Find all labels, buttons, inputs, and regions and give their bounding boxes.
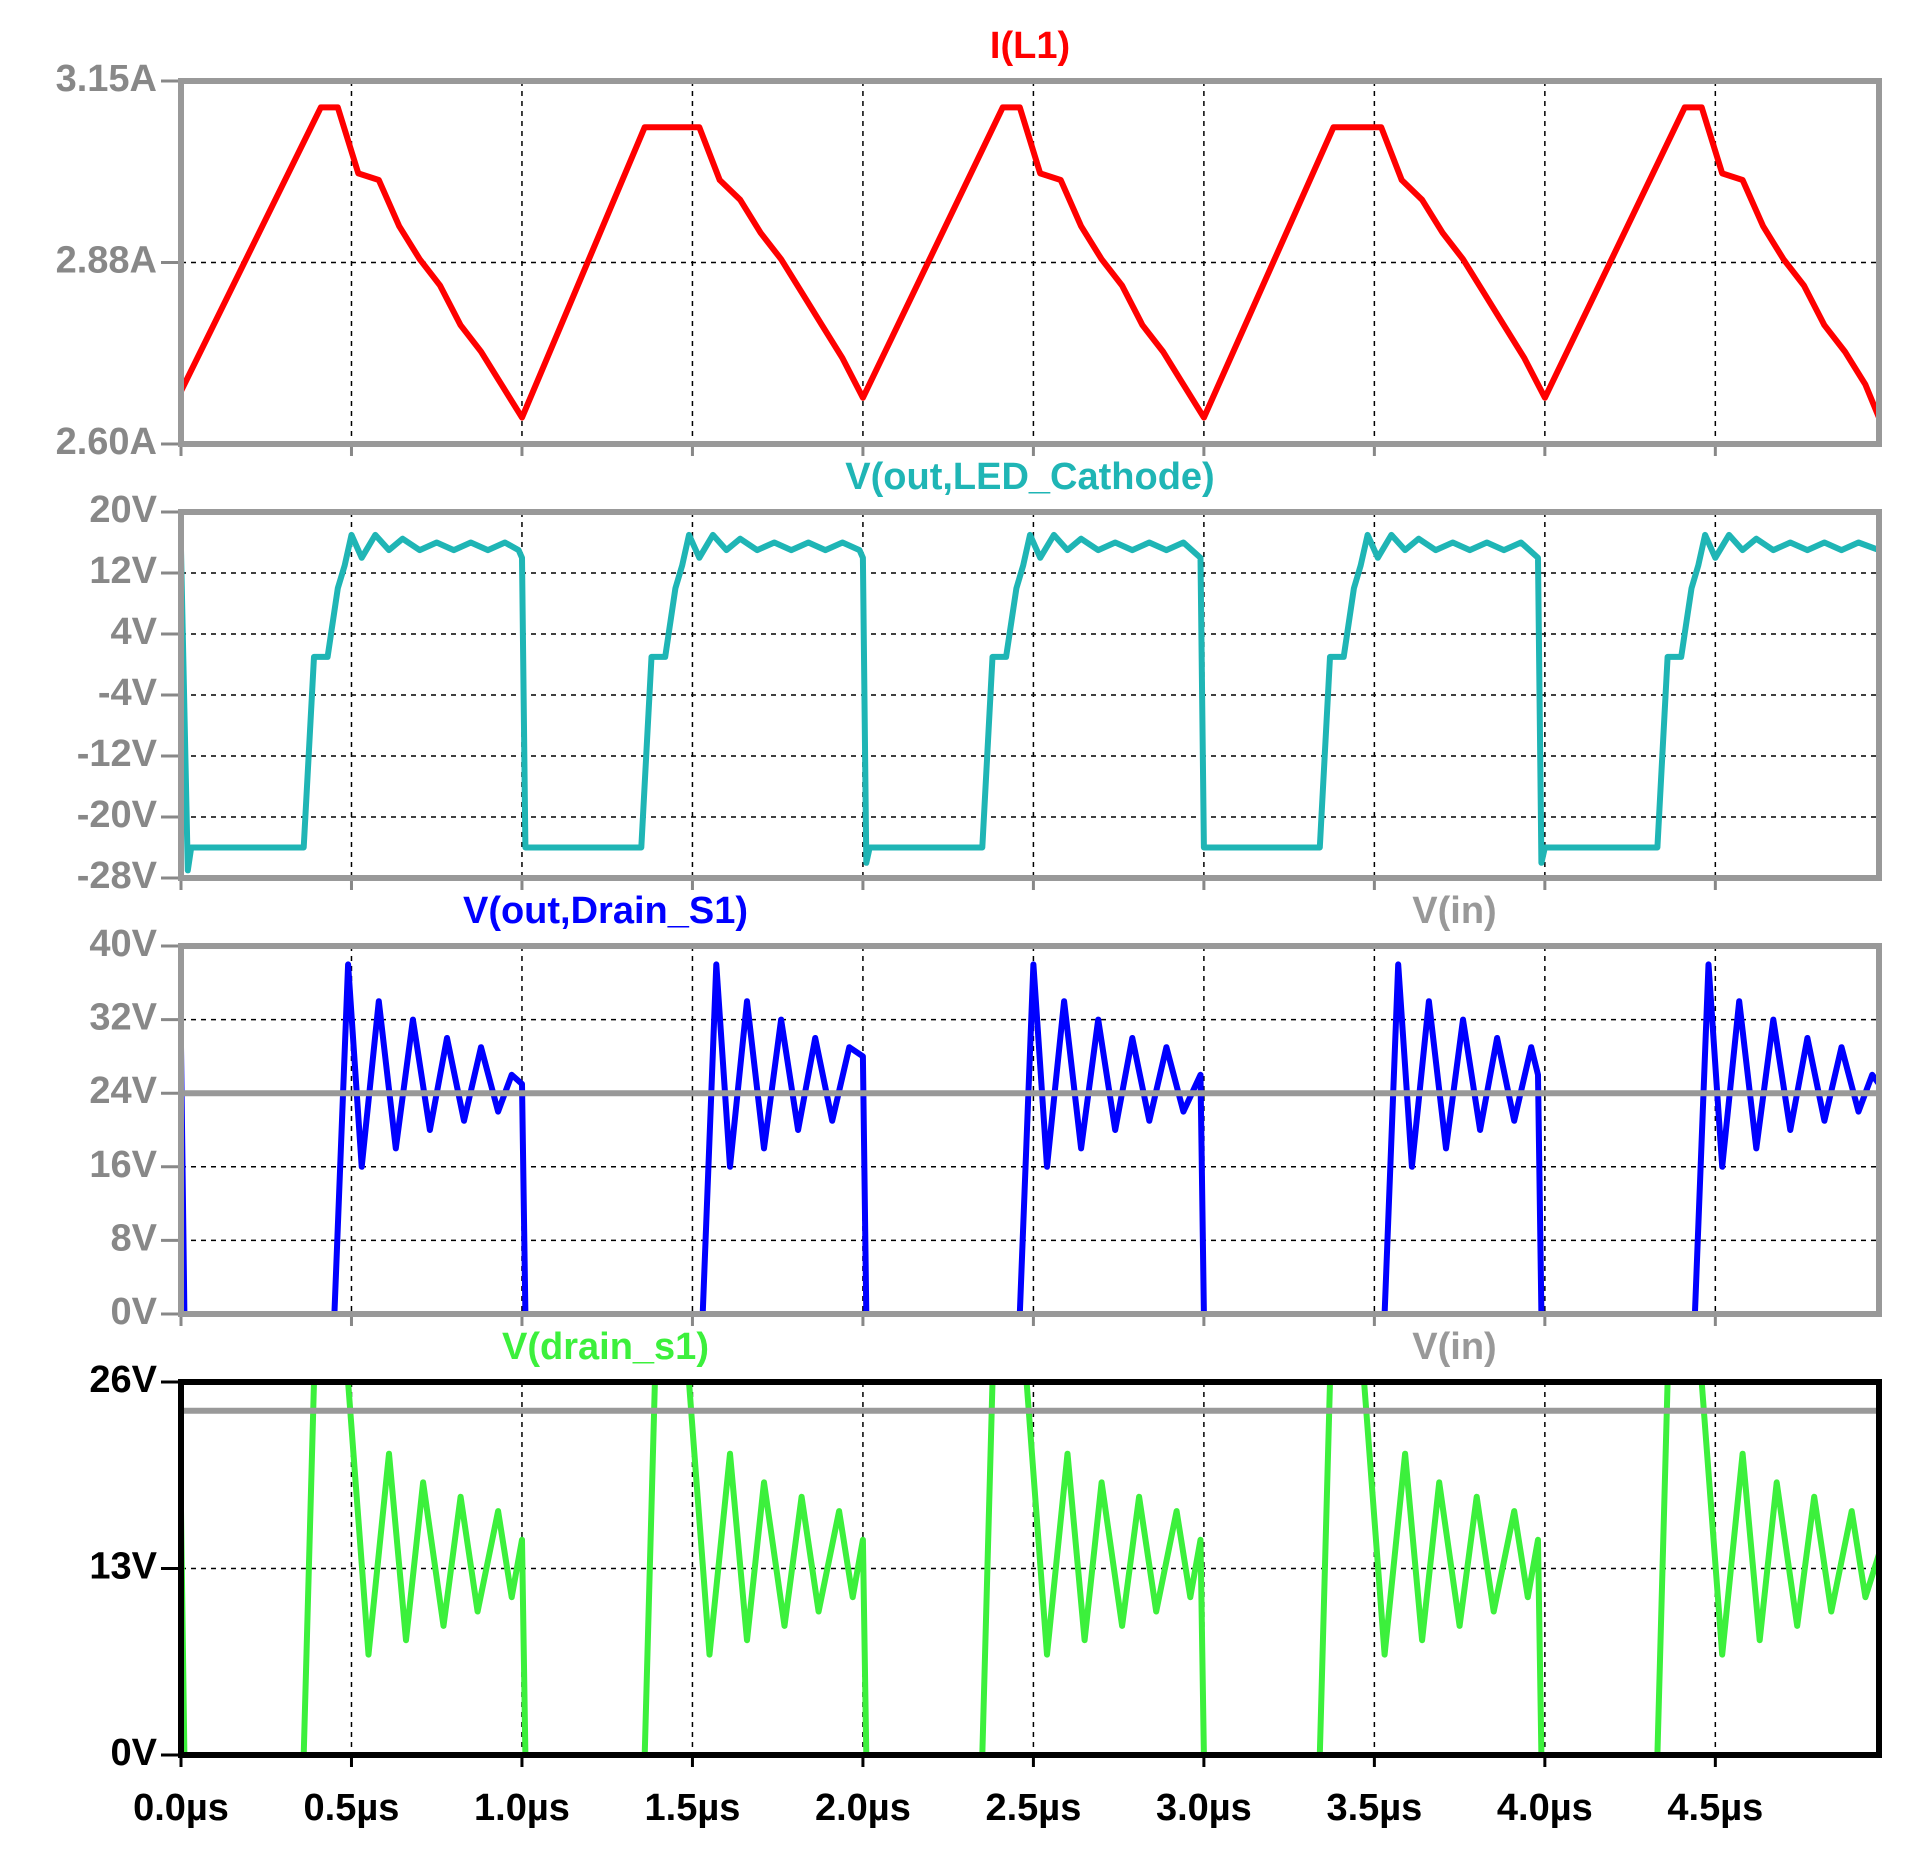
y-tick-label: 2.88A [56, 240, 157, 282]
x-tick-label: 4.0µs [1497, 1787, 1593, 1829]
plot-frame [178, 1379, 1882, 1758]
legend-entry: V(out,LED_Cathode) [845, 456, 1214, 498]
y-tick-label: 24V [89, 1070, 157, 1112]
y-tick-label: -12V [77, 733, 158, 775]
y-tick-label: 0V [111, 1291, 158, 1333]
x-tick-label: 2.0µs [815, 1787, 911, 1829]
x-tick-label: 0.5µs [304, 1787, 400, 1829]
y-tick-label: 32V [89, 997, 157, 1039]
x-tick-label: 4.5µs [1667, 1787, 1763, 1829]
y-tick-label: 3.15A [56, 58, 157, 100]
x-tick-label: 3.0µs [1156, 1787, 1252, 1829]
plot-frame [178, 943, 1882, 1317]
y-tick-label: 8V [111, 1217, 158, 1259]
series-line [178, 531, 1881, 874]
x-tick-label: 1.5µs [645, 1787, 741, 1829]
y-tick-label: 13V [89, 1546, 157, 1588]
x-tick-label: 0.0µs [133, 1787, 229, 1829]
y-tick-label: 26V [89, 1359, 157, 1401]
y-tick-label: -28V [77, 855, 158, 897]
legend-entry: V(out,Drain_S1) [463, 890, 748, 932]
legend-entry: V(in) [1412, 890, 1496, 932]
y-tick-label: -20V [77, 794, 158, 836]
series-line [178, 961, 1882, 1317]
legend-entry: V(drain_s1) [502, 1326, 709, 1368]
y-tick-label: -4V [98, 672, 158, 714]
y-tick-label: 40V [89, 923, 157, 965]
x-tick-label: 3.5µs [1326, 1787, 1422, 1829]
y-tick-label: 0V [111, 1732, 158, 1774]
y-tick-label: 16V [89, 1144, 157, 1186]
y-tick-label: 12V [89, 550, 157, 592]
y-tick-label: 4V [111, 611, 158, 653]
legend-entry: V(in) [1412, 1326, 1496, 1368]
x-tick-label: 2.5µs [985, 1787, 1081, 1829]
y-tick-label: 20V [89, 489, 157, 531]
y-tick-label: 2.60A [56, 421, 157, 463]
legend-entry: I(L1) [990, 25, 1070, 67]
plot-frame [178, 78, 1882, 447]
x-tick-label: 1.0µs [474, 1787, 570, 1829]
series-line [178, 104, 1882, 421]
plot-frame [178, 509, 1882, 881]
series-line [178, 1379, 1882, 1758]
